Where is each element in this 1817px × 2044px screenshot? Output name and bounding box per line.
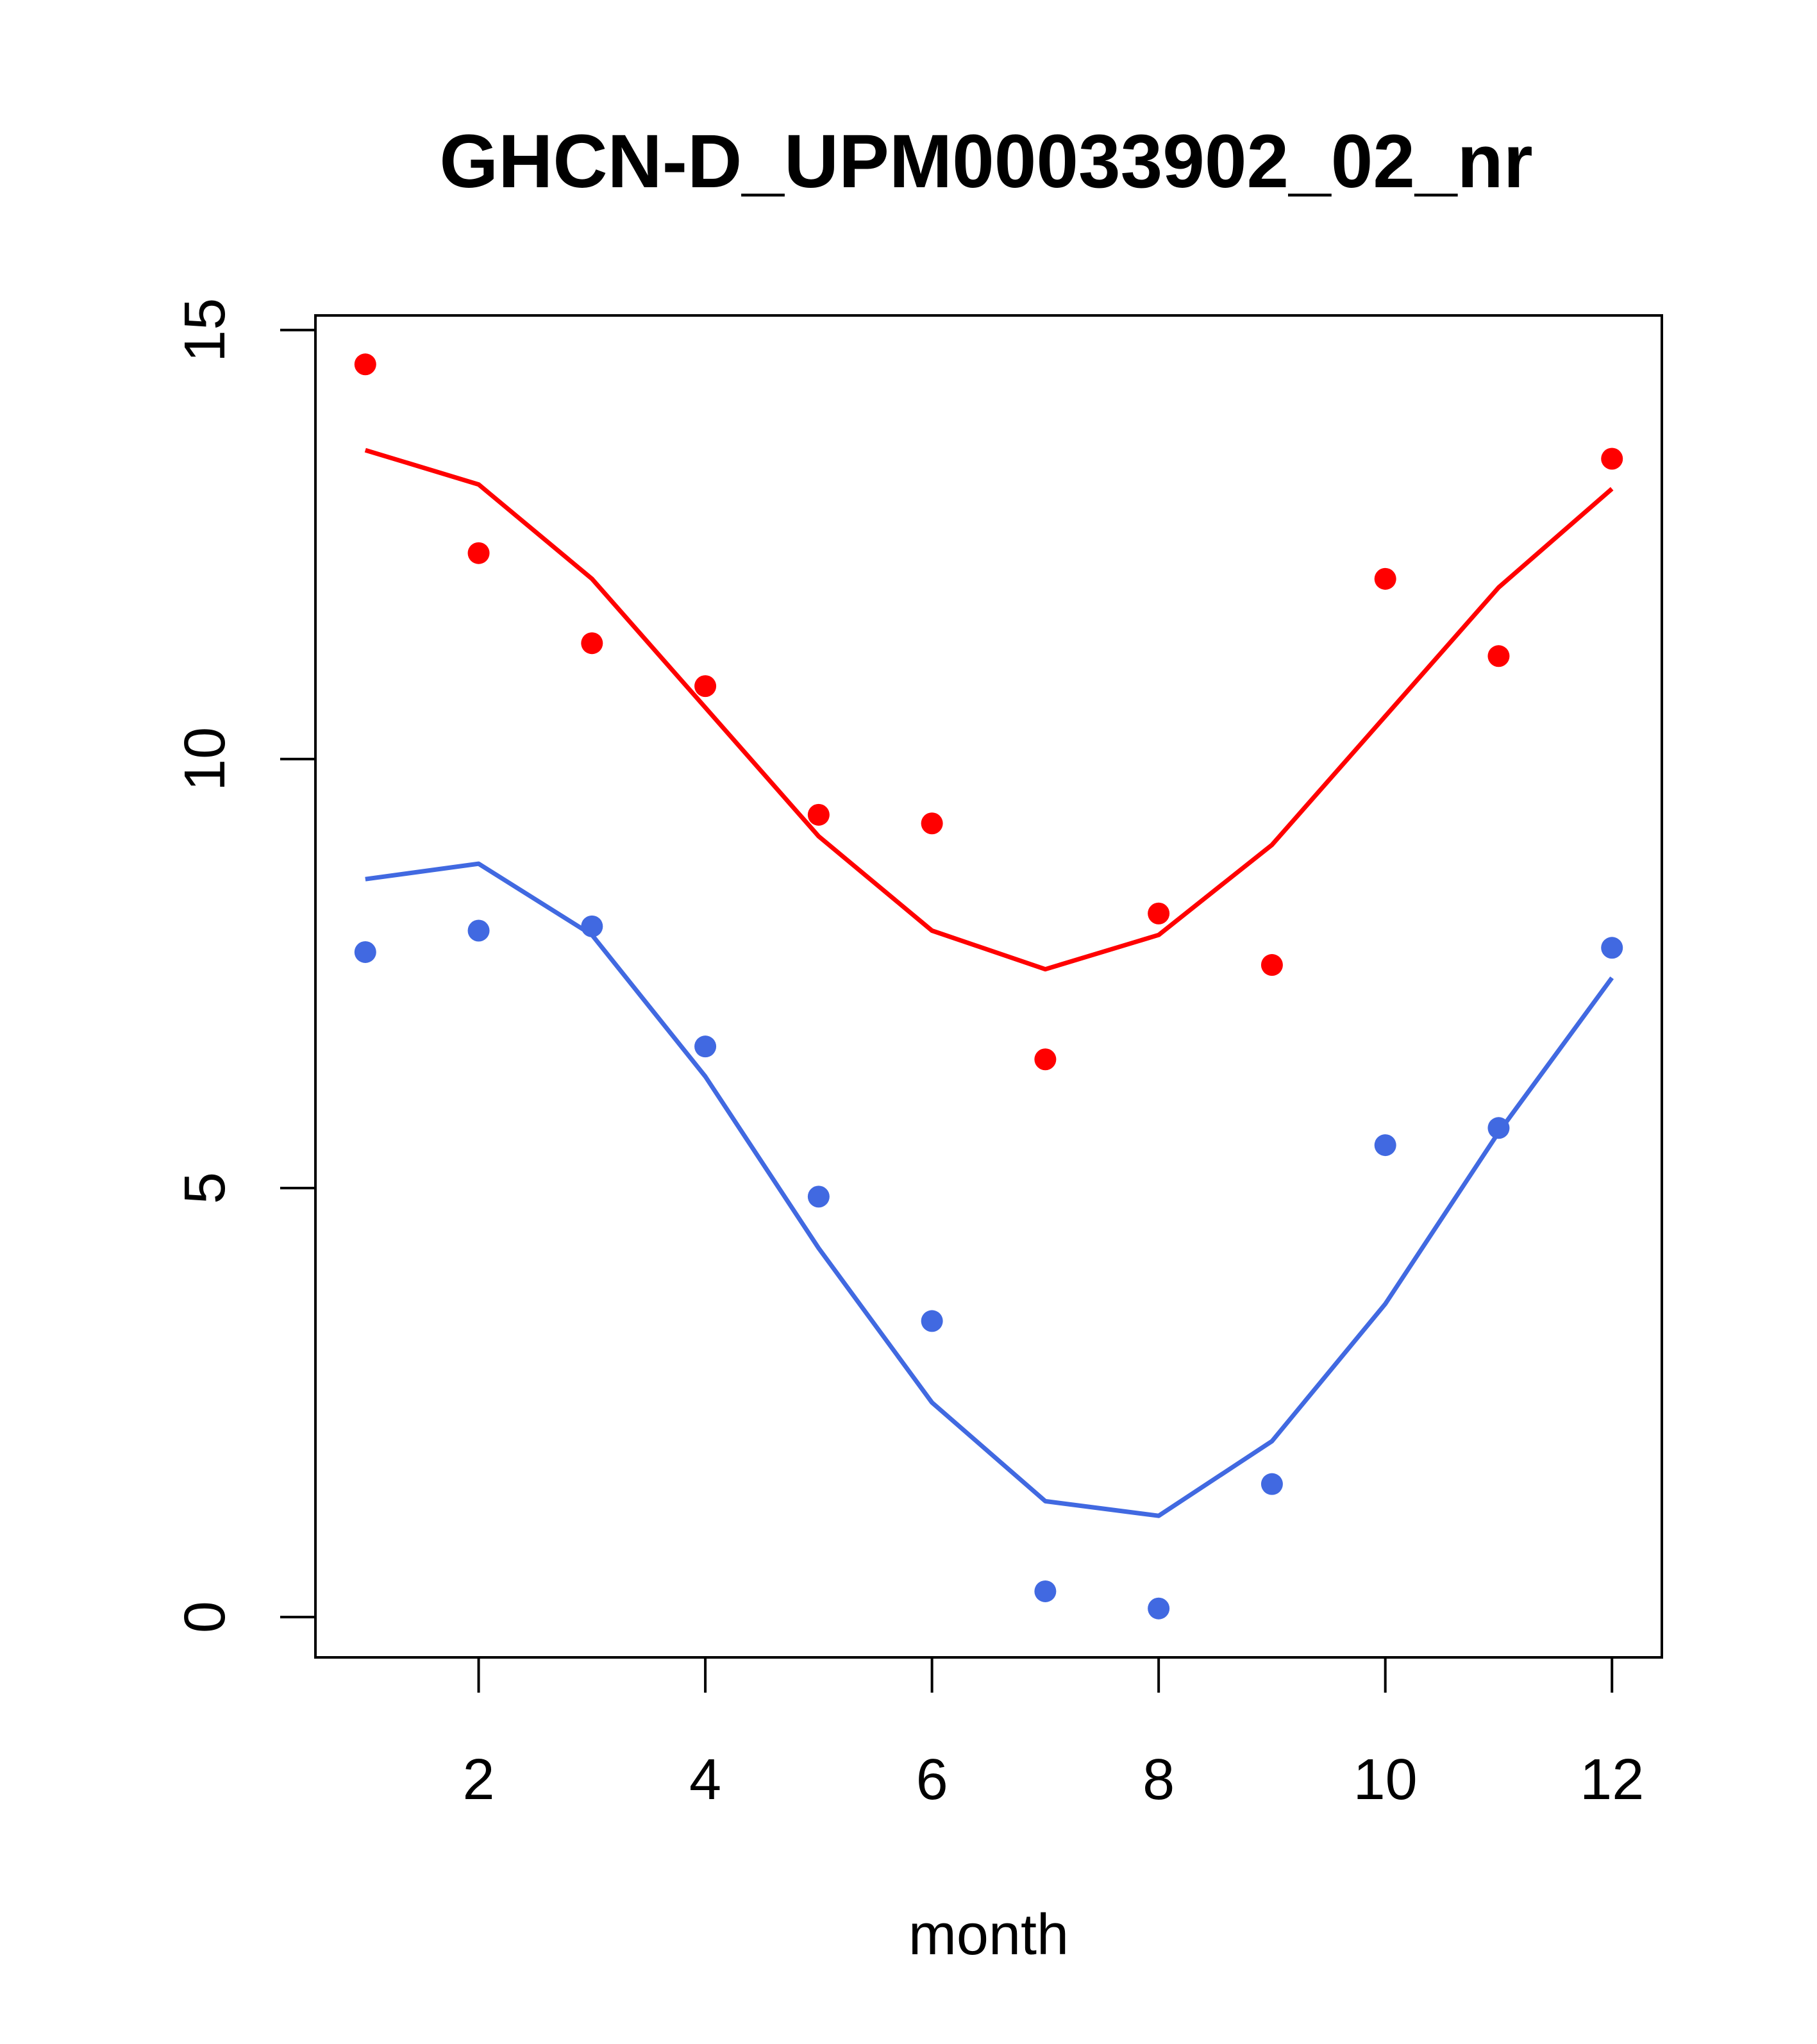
series-0-point: [467, 542, 490, 564]
series-0-point: [807, 803, 830, 826]
series-1-point: [1148, 1597, 1170, 1620]
series-0-point: [1487, 645, 1510, 667]
x-axis: 2 4 6 8 10 12: [463, 1656, 1644, 1812]
series-0-point: [1260, 954, 1283, 976]
x-tick-label: 2: [463, 1748, 495, 1812]
y-tick-label: 10: [173, 727, 237, 791]
series-1-point: [694, 1035, 717, 1058]
series-1-point: [807, 1185, 830, 1208]
x-tick-label: 12: [1580, 1748, 1644, 1812]
y-tick-label: 15: [173, 298, 237, 362]
series-1-point: [1601, 937, 1623, 959]
x-axis-label: month: [908, 1903, 1069, 1967]
series-1-point: [1374, 1134, 1396, 1157]
series-1-point: [354, 941, 376, 963]
x-tick-label: 6: [916, 1748, 948, 1812]
series-0-point: [1601, 448, 1623, 470]
series-0-point: [921, 812, 943, 835]
y-tick-label: 5: [173, 1172, 237, 1204]
series-0-point: [1374, 567, 1396, 590]
series-1: [354, 861, 1623, 1620]
x-tick-label: 8: [1143, 1748, 1175, 1812]
series-0-point: [694, 675, 717, 698]
x-tick-label: 4: [689, 1748, 721, 1812]
series-1-point: [581, 915, 603, 937]
series-0-point: [1034, 1048, 1057, 1071]
y-tick-label: 0: [173, 1601, 237, 1633]
series-0-point: [1148, 902, 1170, 925]
series-0: [354, 353, 1623, 1071]
x-tick-label: 10: [1353, 1748, 1418, 1812]
series-1-point: [921, 1310, 943, 1332]
series-1-point: [1260, 1473, 1283, 1495]
series-0-point: [581, 632, 603, 655]
series-1-point: [1034, 1580, 1057, 1602]
series-layer: [354, 353, 1623, 1620]
series-1-line: [365, 861, 1614, 1518]
series-0-line: [364, 448, 1614, 972]
series-1-point: [467, 919, 490, 942]
chart-title: GHCN-D_UPM00033902_02_nr: [439, 119, 1532, 204]
series-0-point: [354, 353, 376, 376]
y-axis: 0 5 10 15: [173, 298, 317, 1633]
series-1-point: [1487, 1117, 1510, 1139]
